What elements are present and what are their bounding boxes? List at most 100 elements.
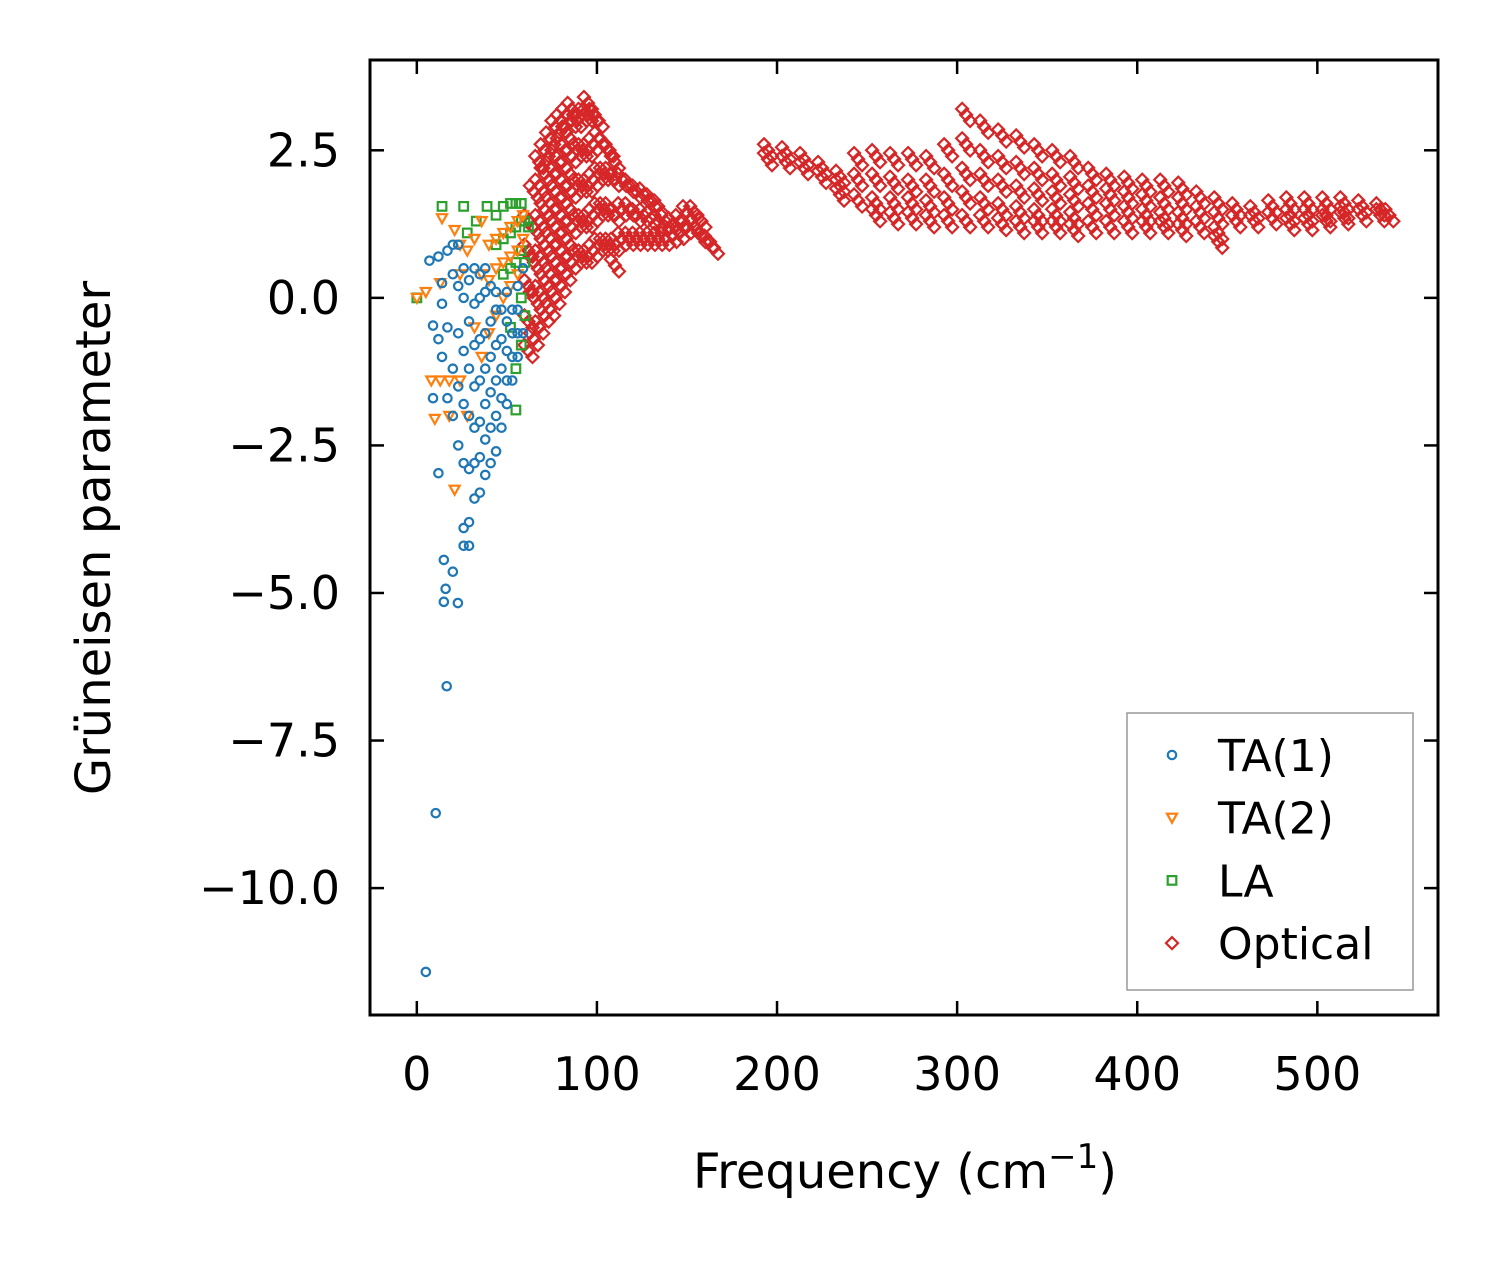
data-point xyxy=(597,231,614,247)
legend-entry: TA(1) xyxy=(1166,731,1334,782)
y-tick-label: −10.0 xyxy=(199,861,340,915)
data-point xyxy=(516,337,533,353)
data-point xyxy=(546,308,562,324)
data-point xyxy=(442,322,453,333)
data-point xyxy=(1084,201,1100,217)
data-point xyxy=(882,204,898,220)
data-point xyxy=(1116,213,1132,229)
data-point xyxy=(900,189,916,205)
data-point xyxy=(607,257,623,273)
data-point xyxy=(517,263,529,274)
data-point xyxy=(527,207,543,223)
data-point xyxy=(503,251,518,264)
data-point xyxy=(756,136,772,152)
y-tick-label: −7.5 xyxy=(228,714,340,768)
data-point xyxy=(469,298,480,310)
legend-entry: LA xyxy=(1166,856,1274,907)
data-point xyxy=(1188,183,1204,200)
data-point xyxy=(1034,225,1050,241)
data-point xyxy=(653,207,669,223)
data-point xyxy=(1210,234,1226,250)
data-point xyxy=(1088,172,1104,188)
data-point xyxy=(1012,133,1028,150)
data-point xyxy=(944,219,960,235)
data-point xyxy=(490,410,502,422)
data-point xyxy=(1322,219,1338,235)
data-point xyxy=(1152,204,1168,220)
data-point xyxy=(479,398,491,410)
data-point xyxy=(1098,166,1114,182)
data-point xyxy=(1318,207,1334,223)
data-point xyxy=(636,207,652,223)
data-point xyxy=(481,200,493,212)
data-point xyxy=(543,248,560,265)
data-point xyxy=(535,290,551,306)
data-point xyxy=(603,251,619,267)
data-point xyxy=(469,422,480,434)
data-point xyxy=(558,160,574,176)
data-point xyxy=(1278,210,1294,226)
data-point xyxy=(1224,207,1240,223)
x-tick-label: 500 xyxy=(1273,1047,1361,1101)
data-point xyxy=(501,316,513,327)
data-point xyxy=(433,375,448,388)
data-point xyxy=(764,157,780,173)
data-point xyxy=(570,207,587,223)
data-point xyxy=(904,210,920,226)
data-point xyxy=(479,434,491,445)
data-point xyxy=(531,213,547,229)
data-point xyxy=(562,201,578,217)
data-point xyxy=(436,298,448,310)
data-point xyxy=(1016,166,1032,182)
data-point xyxy=(458,345,469,357)
data-point xyxy=(490,286,502,298)
data-point xyxy=(531,319,547,335)
data-point xyxy=(515,339,527,351)
data-point xyxy=(864,166,880,182)
data-point xyxy=(554,189,570,205)
data-point xyxy=(1116,169,1132,185)
data-point xyxy=(512,327,523,339)
data-point xyxy=(936,166,952,182)
data-point xyxy=(962,195,978,212)
data-point xyxy=(710,246,726,262)
data-point xyxy=(850,192,866,209)
data-point xyxy=(452,280,464,292)
data-point xyxy=(497,200,509,212)
data-point xyxy=(481,328,496,341)
legend-label: Optical xyxy=(1218,919,1373,970)
data-point xyxy=(1052,154,1068,170)
data-point xyxy=(496,422,507,434)
data-point xyxy=(976,195,992,211)
data-point xyxy=(1066,175,1082,191)
plot-frame xyxy=(368,58,1440,1017)
data-point xyxy=(510,404,522,416)
data-point xyxy=(868,207,884,223)
data-point xyxy=(584,101,600,117)
data-point xyxy=(661,210,677,226)
data-point xyxy=(1138,219,1154,235)
data-point xyxy=(682,198,698,214)
data-point xyxy=(469,381,480,392)
data-point xyxy=(944,201,960,217)
data-point xyxy=(1160,225,1176,241)
data-point xyxy=(944,178,960,194)
data-point xyxy=(962,172,978,188)
data-point xyxy=(1106,207,1122,223)
data-point xyxy=(452,440,464,451)
y-tick-label: −2.5 xyxy=(228,418,340,472)
data-point xyxy=(1084,166,1100,182)
data-point xyxy=(1385,213,1401,229)
x-tick-label: 200 xyxy=(733,1047,821,1101)
data-point xyxy=(697,219,713,235)
data-point xyxy=(442,392,453,404)
data-point xyxy=(485,457,496,469)
data-point xyxy=(458,398,469,410)
data-point xyxy=(936,136,952,152)
data-point xyxy=(1242,207,1258,223)
data-point xyxy=(1350,201,1366,217)
data-point xyxy=(1052,195,1068,212)
data-point xyxy=(972,166,988,182)
data-point xyxy=(810,163,826,179)
data-point xyxy=(972,189,988,205)
